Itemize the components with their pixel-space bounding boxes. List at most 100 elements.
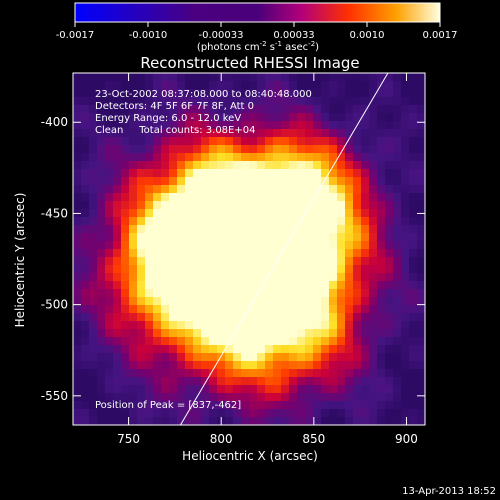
heatmap-cell xyxy=(129,145,138,154)
heatmap-cell xyxy=(161,265,170,274)
heatmap-cell xyxy=(209,409,218,418)
colorbar-tick-label: 0.0017 xyxy=(423,30,458,41)
heatmap-cell xyxy=(81,289,90,298)
heatmap-cell xyxy=(209,337,218,346)
heatmap-cell xyxy=(225,121,234,130)
heatmap-cell xyxy=(329,97,338,106)
heatmap-cell xyxy=(113,137,122,146)
heatmap-cell xyxy=(273,97,282,106)
heatmap-cell xyxy=(145,393,154,402)
heatmap-cell xyxy=(129,233,138,242)
heatmap-cell xyxy=(177,225,186,234)
heatmap-cell xyxy=(217,241,226,250)
heatmap-cell xyxy=(297,393,306,402)
heatmap-cell xyxy=(313,193,322,202)
heatmap-cell xyxy=(185,177,194,186)
heatmap-cell xyxy=(137,305,146,314)
heatmap-cell xyxy=(129,289,138,298)
heatmap-cell xyxy=(97,193,106,202)
heatmap-cell xyxy=(393,265,402,274)
heatmap-cell xyxy=(193,129,202,138)
heatmap-cell xyxy=(401,153,410,162)
heatmap-cell xyxy=(265,321,274,330)
heatmap-cell xyxy=(129,185,138,194)
heatmap-cell xyxy=(361,113,370,122)
heatmap-cell xyxy=(289,105,298,114)
heatmap-cell xyxy=(313,281,322,290)
heatmap-cell xyxy=(337,353,346,362)
heatmap-cell xyxy=(161,369,170,378)
heatmap-cell xyxy=(113,177,122,186)
annotation-peak: Position of Peak = [837,-462] xyxy=(95,400,241,411)
heatmap-cell xyxy=(265,233,274,242)
heatmap-cell xyxy=(137,185,146,194)
chart-title: Reconstructed RHESSI Image xyxy=(140,54,359,72)
heatmap-cell xyxy=(97,337,106,346)
heatmap-cell xyxy=(265,417,274,425)
heatmap-cell xyxy=(273,321,282,330)
heatmap-cell xyxy=(305,329,314,338)
heatmap-cell xyxy=(385,305,394,314)
heatmap-cell xyxy=(265,241,274,250)
heatmap-cell xyxy=(417,105,425,114)
heatmap-cell xyxy=(257,241,266,250)
heatmap-cell xyxy=(265,305,274,314)
heatmap-cell xyxy=(385,329,394,338)
heatmap-cell xyxy=(385,105,394,114)
heatmap-cell xyxy=(305,417,314,425)
heatmap-cell xyxy=(337,329,346,338)
heatmap-cell xyxy=(201,209,210,218)
heatmap-cell xyxy=(193,81,202,90)
heatmap-cell xyxy=(297,305,306,314)
heatmap-cell xyxy=(417,177,425,186)
heatmap-cell xyxy=(305,361,314,370)
heatmap-cell xyxy=(377,145,386,154)
heatmap-cell xyxy=(193,193,202,202)
heatmap-cell xyxy=(409,361,418,370)
heatmap-cell xyxy=(89,305,98,314)
heatmap-cell xyxy=(289,337,298,346)
heatmap-cell xyxy=(353,377,362,386)
heatmap-cell xyxy=(89,361,98,370)
heatmap-cell xyxy=(161,337,170,346)
heatmap-cell xyxy=(249,377,258,386)
heatmap-cell xyxy=(369,377,378,386)
heatmap-cell xyxy=(345,225,354,234)
heatmap-cell xyxy=(73,193,82,202)
heatmap-cell xyxy=(361,129,370,138)
heatmap-cell xyxy=(369,257,378,266)
heatmap-cell xyxy=(97,185,106,194)
heatmap-cell xyxy=(417,145,425,154)
heatmap-cell xyxy=(305,201,314,210)
y-axis-label: Heliocentric Y (arcsec) xyxy=(13,193,27,328)
heatmap-cell xyxy=(233,377,242,386)
heatmap-cell xyxy=(177,169,186,178)
heatmap-cell xyxy=(153,257,162,266)
heatmap-cell xyxy=(105,265,114,274)
heatmap-cell xyxy=(201,185,210,194)
heatmap-cell xyxy=(385,321,394,330)
heatmap-cell xyxy=(209,193,218,202)
heatmap-cell xyxy=(105,193,114,202)
heatmap-cell xyxy=(321,273,330,282)
heatmap-cell xyxy=(401,73,410,82)
heatmap-cell xyxy=(257,97,266,106)
heatmap-cell xyxy=(209,177,218,186)
heatmap-cell xyxy=(345,177,354,186)
heatmap-cell xyxy=(393,177,402,186)
heatmap-cell xyxy=(281,393,290,402)
heatmap-cell xyxy=(321,281,330,290)
heatmap-cell xyxy=(225,417,234,425)
heatmap-cell xyxy=(145,233,154,242)
heatmap-cell xyxy=(321,81,330,90)
heatmap-cell xyxy=(209,105,218,114)
heatmap-cell xyxy=(281,97,290,106)
heatmap-cell xyxy=(145,145,154,154)
heatmap-cell xyxy=(297,313,306,322)
heatmap-cell xyxy=(153,137,162,146)
heatmap-cell xyxy=(385,337,394,346)
heatmap-cell xyxy=(321,305,330,314)
heatmap-cell xyxy=(377,281,386,290)
heatmap-cell xyxy=(417,369,425,378)
heatmap-cell xyxy=(369,201,378,210)
